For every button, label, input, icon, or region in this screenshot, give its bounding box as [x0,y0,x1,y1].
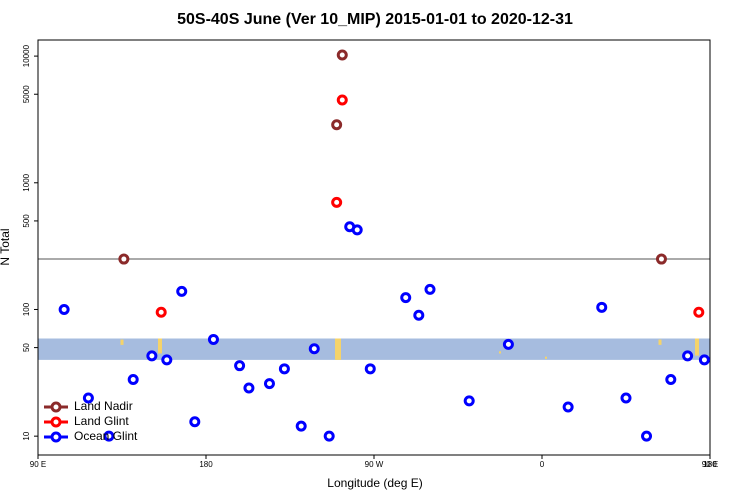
point [146,350,158,362]
point [295,420,307,432]
point [620,392,632,404]
chart-title: 50S-40S June (Ver 10_MIP) 2015-01-01 to … [177,11,573,28]
legend-marker [50,416,62,428]
point [263,378,275,390]
point [655,253,667,265]
point [127,374,139,386]
point [463,395,475,407]
point [278,363,290,375]
x-axis-label: Longitude (deg E) [327,476,422,490]
point [331,196,343,208]
x-tick-label: 180 [199,460,213,469]
legend-marker [50,431,62,443]
point [323,430,335,442]
point [351,224,363,236]
point [118,253,130,265]
land-mask [335,338,341,360]
point [400,292,412,304]
point [698,354,710,366]
land-mask [120,339,124,345]
legend-label: Land Glint [74,414,129,428]
band [38,338,710,360]
plot-frame [37,39,711,456]
point [308,343,320,355]
point [331,119,343,131]
y-tick-label: 1000 [22,173,31,191]
point [58,303,70,315]
y-tick-label: 50 [22,343,31,352]
land-mask [658,339,662,345]
land-mask [499,351,501,354]
point [103,430,115,442]
legend-label: Land Nadir [74,399,133,413]
point [155,306,167,318]
point [665,374,677,386]
land-mask [545,356,547,359]
y-tick-label: 500 [22,214,31,228]
point [82,392,94,404]
point [161,354,173,366]
y-tick-label: 10000 [22,44,31,67]
point [176,285,188,297]
legend-marker [50,401,62,413]
point [502,338,514,350]
point [424,283,436,295]
point [336,49,348,61]
point [234,360,246,372]
x-tick-label: 180 [703,460,717,469]
point [243,382,255,394]
x-tick-label: 0 [540,460,545,469]
point [336,94,348,106]
land-mask [695,338,699,356]
land-mask [158,338,162,354]
point [693,306,705,318]
x-tick-label: 90 E [702,460,718,469]
point [364,363,376,375]
point [596,301,608,313]
point [207,333,219,345]
y-tick-label: 5000 [22,85,31,103]
legend-label: Ocean Glint [74,429,138,443]
y-axis-label: N Total [0,228,12,265]
point [682,350,694,362]
x-tick-label: 90 E [30,460,46,469]
y-tick-label: 10 [22,431,31,440]
x-tick-label: 90 W [365,460,384,469]
point [413,309,425,321]
y-tick-label: 100 [22,302,31,316]
point [562,401,574,413]
point [641,430,653,442]
point [189,416,201,428]
